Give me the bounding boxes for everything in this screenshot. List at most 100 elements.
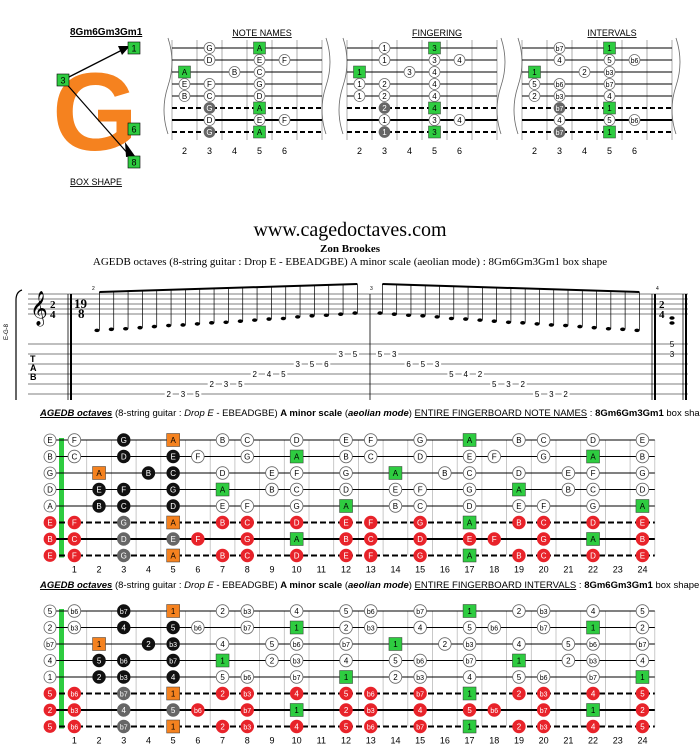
note-head xyxy=(166,323,172,328)
fb-note xyxy=(240,548,254,563)
header-mode: aeolian mode xyxy=(348,580,409,591)
fb-note xyxy=(413,433,427,447)
fb-root xyxy=(512,653,526,668)
fb-note xyxy=(289,670,304,684)
fb-note-label: b3 xyxy=(70,708,78,715)
fb-note xyxy=(364,719,378,734)
fb-note xyxy=(289,719,304,734)
fb-note xyxy=(339,548,353,563)
fb-note-label: b3 xyxy=(540,692,548,699)
fb-note-label: C xyxy=(244,436,250,445)
fb-note-label: G xyxy=(244,453,250,462)
time-sig-top: 19 xyxy=(74,296,88,311)
fb-note xyxy=(586,686,600,701)
diagram-fret-number: 4 xyxy=(407,146,412,156)
fb-note xyxy=(635,703,650,717)
diagram-note xyxy=(553,126,566,138)
fb-note xyxy=(166,532,180,546)
diagram-note xyxy=(278,114,291,126)
diagram-note-label: b3 xyxy=(606,70,614,77)
diagram-note-label: E xyxy=(182,80,187,89)
fb-note xyxy=(413,719,427,734)
diagram-note xyxy=(278,54,291,66)
header-link[interactable]: ENTIRE FINGERBOARD INTERVALS xyxy=(414,580,577,591)
fb-note-label: 2 xyxy=(640,706,645,715)
fb-note xyxy=(536,604,551,618)
fb-note xyxy=(240,433,254,447)
fb-note-label: 1 xyxy=(97,640,102,649)
fb-fret-number: 5 xyxy=(171,736,176,746)
diagram-note-label: b7 xyxy=(556,130,564,137)
fb-open-label: 4 xyxy=(48,657,53,666)
tab-fret: 3 xyxy=(224,380,229,389)
fb-note-label: 1 xyxy=(591,706,596,715)
diagram-note xyxy=(253,66,266,78)
fb-note xyxy=(462,532,477,546)
fb-note xyxy=(289,604,304,618)
note-head xyxy=(669,316,675,320)
fb-note-label: 1 xyxy=(517,657,522,666)
diagram-title: NOTE NAMES xyxy=(232,28,292,38)
diagram-note-label: A xyxy=(257,44,263,53)
fb-note-label: F xyxy=(368,552,373,561)
fb-note xyxy=(536,703,551,717)
diagram-note-label: B xyxy=(182,92,187,101)
diagram-note-label: 1 xyxy=(532,68,537,77)
fb-note-label: b7 xyxy=(540,626,548,633)
fb-root xyxy=(586,703,600,717)
fb-note xyxy=(364,604,378,618)
fb-note-label: 4 xyxy=(122,706,127,715)
fb-note-label: B xyxy=(516,552,521,561)
fb-root xyxy=(339,499,353,513)
fb-fret-number: 3 xyxy=(121,736,126,746)
fb-note-label: F xyxy=(195,453,200,462)
fb-note-label: 1 xyxy=(171,690,176,699)
fb-root xyxy=(166,433,180,447)
header-rest: (8-string guitar : xyxy=(112,580,185,591)
fb-fret-number: 16 xyxy=(440,736,450,746)
fb-note-label: F xyxy=(492,453,497,462)
website-title[interactable]: www.cagedoctaves.com xyxy=(253,219,447,241)
fb-fret-number: 11 xyxy=(317,565,326,575)
fb-note xyxy=(117,653,131,668)
fb-note-label: b7 xyxy=(589,675,597,682)
diagram-note-label: 4 xyxy=(457,116,462,125)
diagram-note xyxy=(578,66,591,78)
fb-open-label: 5 xyxy=(48,690,53,699)
diagram-note xyxy=(428,114,441,126)
fb-note-label: b6 xyxy=(243,675,251,682)
fb-note-label: C xyxy=(121,502,127,511)
fb-open-label: A xyxy=(47,502,53,511)
diagram-note xyxy=(203,90,216,102)
note-head xyxy=(180,323,186,327)
diagram-note-label: b6 xyxy=(631,58,639,65)
diagram-note-label: 4 xyxy=(432,104,437,113)
fb-note-label: b6 xyxy=(70,692,78,699)
fb-root xyxy=(388,637,403,651)
fb-note xyxy=(339,449,353,464)
fb-open-note xyxy=(43,433,57,447)
fb-note xyxy=(191,703,205,717)
fb-note-label: B xyxy=(343,535,348,544)
fb-note-label: 4 xyxy=(640,657,645,666)
tab-fret: 5 xyxy=(310,360,315,369)
fb-fret-number: 18 xyxy=(489,736,499,746)
fb-note-label: C xyxy=(541,552,547,561)
fb-fret-number: 8 xyxy=(245,565,250,575)
fb-note xyxy=(413,670,427,684)
fb-note xyxy=(339,719,353,734)
header-link[interactable]: ENTIRE FINGERBOARD NOTE NAMES xyxy=(414,408,588,419)
fb-note-label: b3 xyxy=(367,626,375,633)
end-ts-top: 2 xyxy=(659,299,665,311)
fb-fret-number: 19 xyxy=(514,565,524,575)
fb-open-label: B xyxy=(47,453,52,462)
fb-fret-number: 22 xyxy=(588,565,598,575)
fb-note-label: G xyxy=(417,436,423,445)
fb-note xyxy=(462,620,477,635)
fb-root xyxy=(166,548,180,563)
fb-fret-number: 12 xyxy=(341,565,351,575)
fb-note xyxy=(536,532,551,546)
box-marker xyxy=(56,73,70,87)
note-head xyxy=(352,311,358,315)
